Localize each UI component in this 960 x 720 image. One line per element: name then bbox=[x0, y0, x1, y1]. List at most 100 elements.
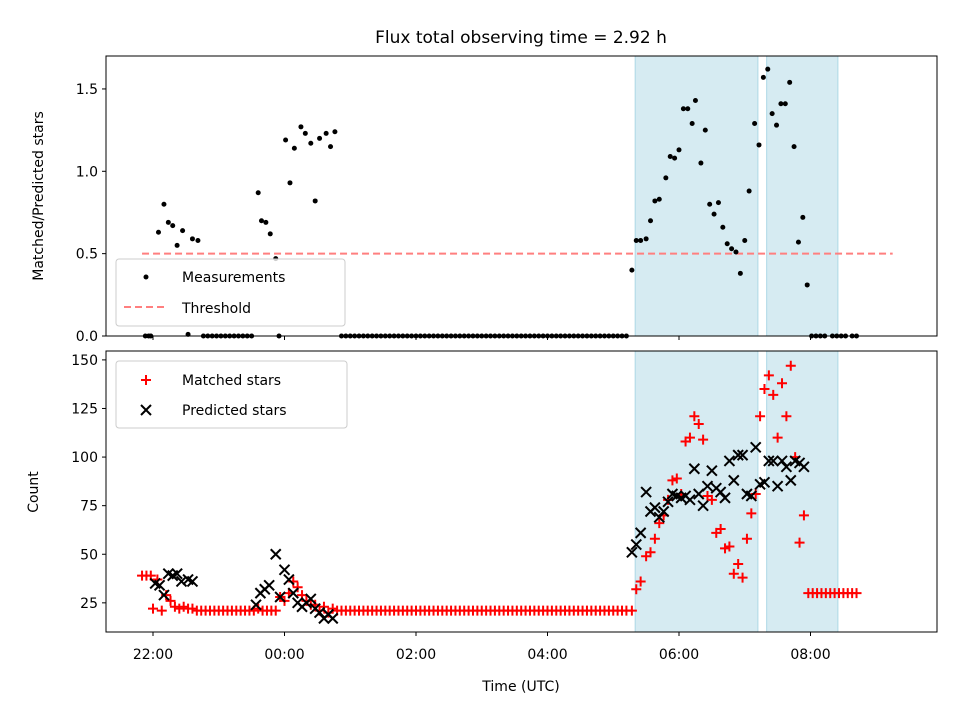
legend-predicted-label: Predicted stars bbox=[182, 403, 287, 419]
measurement-point bbox=[791, 144, 797, 150]
x-tick-label: 06:00 bbox=[659, 647, 699, 663]
measurement-point bbox=[638, 237, 644, 243]
predicted-star-point bbox=[728, 474, 740, 487]
matched-star-point bbox=[684, 432, 695, 443]
predicted-star-point bbox=[697, 499, 709, 512]
measurement-point bbox=[189, 236, 195, 242]
matched-star-point bbox=[851, 588, 862, 599]
measurement-point bbox=[720, 224, 726, 230]
predicted-star-point bbox=[287, 587, 299, 599]
matched-star-point bbox=[706, 494, 717, 505]
predicted-star-point bbox=[767, 455, 779, 467]
matched-star-point bbox=[169, 601, 180, 612]
x-tick-label: 00:00 bbox=[264, 647, 304, 663]
predicted-star-point bbox=[640, 486, 652, 498]
matched-star-point bbox=[631, 584, 642, 595]
legend-threshold-label: Threshold bbox=[181, 301, 251, 317]
y-tick-label: 150 bbox=[71, 353, 98, 369]
matched-star-point bbox=[270, 605, 281, 616]
measurement-point bbox=[672, 155, 678, 161]
predicted-star-point bbox=[776, 455, 788, 467]
predicted-star-point bbox=[626, 546, 638, 559]
matched-star-point bbox=[178, 601, 189, 612]
measurement-point bbox=[629, 267, 635, 273]
matched-star-point bbox=[746, 508, 757, 519]
shaded-interval bbox=[766, 350, 839, 633]
legend-matched-marker bbox=[141, 375, 151, 385]
matched-star-point bbox=[772, 432, 783, 443]
measurement-point bbox=[752, 121, 758, 127]
matched-star-point bbox=[777, 378, 788, 389]
measurement-point bbox=[161, 201, 167, 207]
measurement-point bbox=[263, 219, 269, 225]
predicted-star-point bbox=[278, 564, 291, 576]
predicted-star-point bbox=[263, 579, 275, 592]
measurement-point bbox=[170, 223, 176, 229]
predicted-star-point bbox=[274, 591, 286, 603]
legend-matched-label: Matched stars bbox=[182, 373, 281, 389]
chart-title: Flux total observing time = 2.92 h bbox=[375, 28, 667, 48]
predicted-star-point bbox=[153, 579, 166, 592]
predicted-star-point bbox=[719, 492, 731, 504]
measurement-point bbox=[760, 74, 766, 80]
measurement-point bbox=[180, 228, 186, 234]
measurement-point bbox=[698, 160, 704, 166]
measurement-point bbox=[689, 121, 695, 127]
predicted-star-point bbox=[758, 476, 771, 489]
y-tick-label: 0.0 bbox=[76, 329, 98, 345]
measurement-point bbox=[702, 127, 708, 133]
matched-star-point bbox=[759, 384, 770, 395]
matched-star-point bbox=[174, 603, 185, 614]
matched-star-point bbox=[165, 595, 176, 606]
matched-star-point bbox=[148, 603, 158, 614]
measurement-points bbox=[142, 66, 860, 339]
measurement-point bbox=[707, 201, 713, 207]
y-tick-label: 1.5 bbox=[76, 82, 98, 98]
predicted-stars-points bbox=[149, 441, 810, 625]
matched-star-point bbox=[671, 473, 682, 484]
measurement-point bbox=[724, 241, 730, 247]
matched-star-point bbox=[693, 419, 704, 430]
top-legend: Measurements Threshold bbox=[115, 258, 346, 327]
predicted-star-point bbox=[688, 463, 701, 475]
matched-star-point bbox=[689, 411, 700, 422]
matched-star-point bbox=[728, 568, 739, 579]
predicted-star-point bbox=[175, 575, 188, 588]
matched-star-point bbox=[737, 572, 748, 583]
matched-star-point bbox=[733, 558, 744, 569]
top-y-axis-label: Matched/Predicted stars bbox=[31, 111, 47, 281]
matched-star-point bbox=[755, 411, 766, 422]
predicted-star-point bbox=[630, 538, 642, 551]
predicted-star-point bbox=[657, 505, 670, 518]
predicted-star-point bbox=[305, 593, 317, 605]
measurement-point bbox=[643, 236, 649, 242]
measurement-point bbox=[312, 198, 318, 204]
predicted-star-point bbox=[158, 589, 170, 601]
y-tick-label: 0.5 bbox=[76, 247, 98, 263]
legend-plus-glyph bbox=[141, 375, 151, 385]
measurement-point bbox=[302, 130, 308, 136]
matched-star-point bbox=[156, 605, 167, 616]
measurement-point bbox=[308, 140, 314, 146]
measurement-point bbox=[692, 97, 698, 103]
y-tick-label: 50 bbox=[80, 547, 98, 563]
predicted-star-point bbox=[313, 606, 326, 619]
measurement-point bbox=[258, 218, 264, 224]
bottom-y-axis: 25 50 75 100 125 150 bbox=[71, 353, 106, 612]
matched-star-point bbox=[768, 389, 779, 400]
measurement-point bbox=[255, 190, 261, 196]
top-shaded-intervals bbox=[634, 55, 839, 337]
measurement-point bbox=[667, 153, 673, 159]
top-panel: 0.0 0.5 1.0 1.5 Matched/Predicted stars Mea… bbox=[31, 55, 938, 345]
matched-stars-points bbox=[137, 360, 862, 618]
measurement-point bbox=[711, 211, 717, 217]
matched-star-point bbox=[781, 411, 792, 422]
measurement-point bbox=[804, 282, 810, 288]
measurement-point bbox=[323, 130, 329, 136]
measurement-point bbox=[652, 198, 658, 204]
legend-predicted-marker bbox=[140, 404, 152, 416]
measurement-point bbox=[287, 180, 293, 186]
top-y-axis: 0.0 0.5 1.0 1.5 bbox=[76, 82, 106, 345]
measurement-point bbox=[680, 106, 686, 112]
predicted-star-point bbox=[649, 501, 661, 514]
